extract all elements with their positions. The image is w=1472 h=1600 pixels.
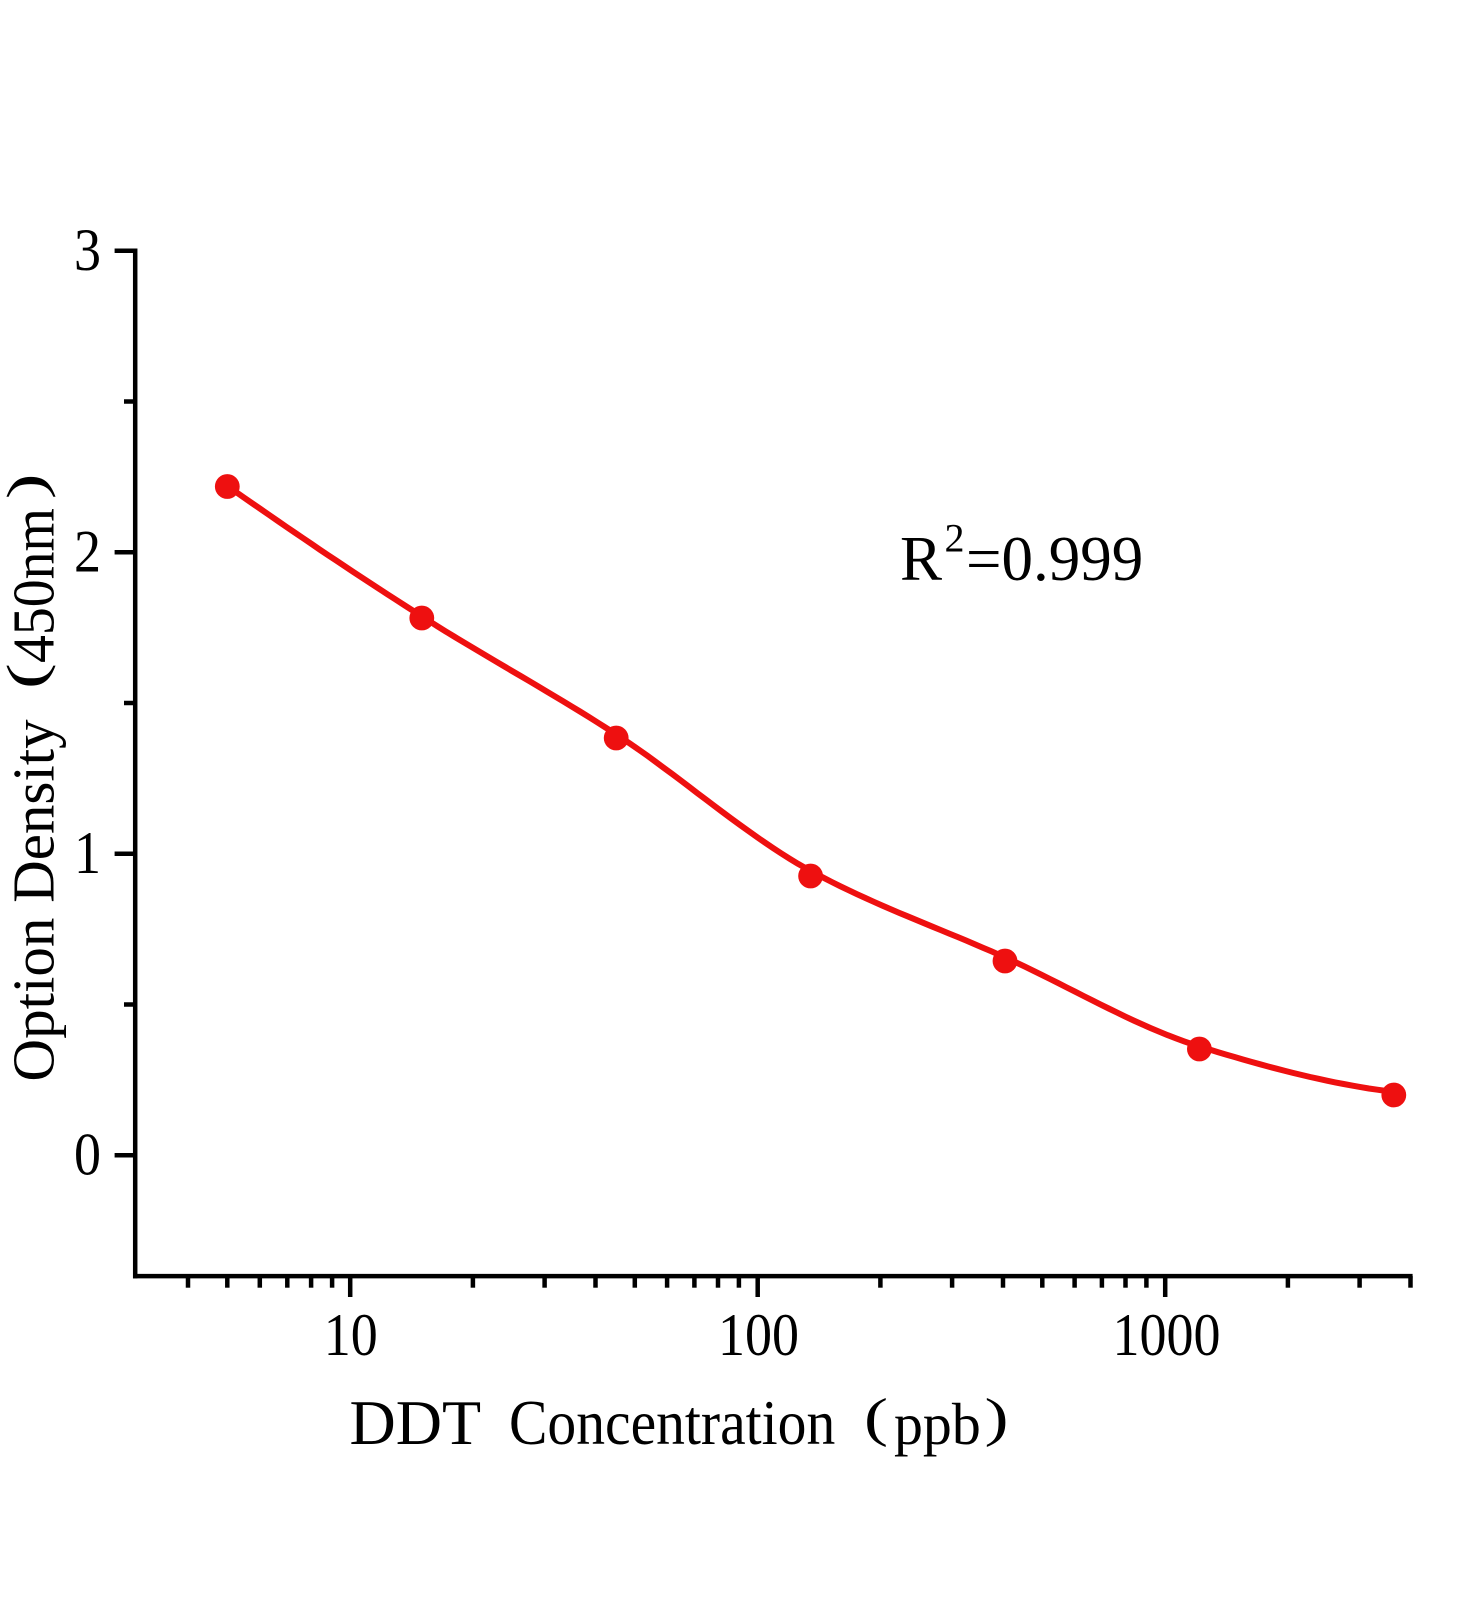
svg-text:(: (: [0, 663, 56, 689]
svg-text:2: 2: [945, 516, 965, 561]
svg-text:0: 0: [74, 1122, 101, 1188]
svg-text:Concentration: Concentration: [509, 1388, 835, 1458]
svg-text:DDT: DDT: [350, 1387, 482, 1458]
svg-text:): ): [985, 1388, 1009, 1448]
svg-text:100: 100: [718, 1302, 799, 1368]
svg-text:10: 10: [324, 1302, 378, 1368]
svg-text:ppb: ppb: [894, 1391, 981, 1457]
svg-text:(: (: [864, 1388, 888, 1448]
svg-text:450nm: 450nm: [2, 508, 67, 663]
svg-text:1: 1: [74, 820, 101, 886]
svg-text:1000: 1000: [1113, 1302, 1221, 1368]
svg-text:3: 3: [74, 217, 101, 283]
svg-text:Option Density: Option Density: [1, 719, 67, 1082]
svg-text:2: 2: [74, 519, 101, 585]
svg-text:=0.999: =0.999: [966, 524, 1143, 594]
svg-text:R: R: [900, 524, 942, 594]
svg-text:): ): [0, 473, 56, 499]
